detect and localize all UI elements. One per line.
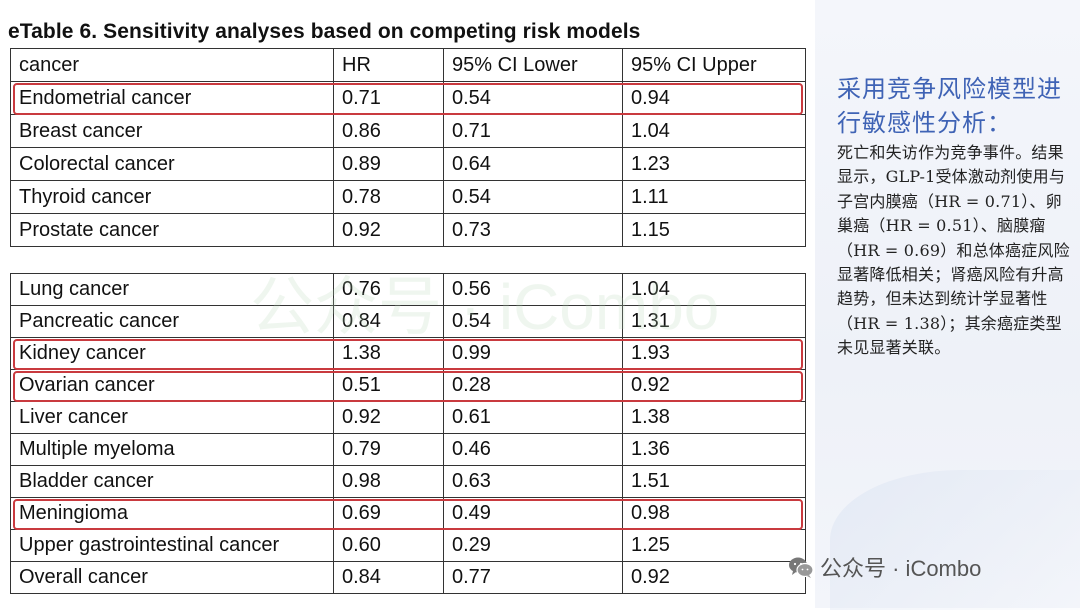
table-cell: Lung cancer — [10, 273, 334, 306]
table-cell: Upper gastrointestinal cancer — [10, 529, 334, 562]
side-heading: 采用竞争风险模型进行敏感性分析： — [837, 75, 1062, 137]
table-cell: 0.49 — [443, 497, 623, 530]
table-cell: Breast cancer — [10, 114, 334, 148]
table-cell: 95% CI Upper — [622, 48, 806, 82]
table-cell: 1.38 — [622, 401, 806, 434]
table-cell: 95% CI Lower — [443, 48, 623, 82]
table-cell: 0.64 — [443, 147, 623, 181]
table-cell: Prostate cancer — [10, 213, 334, 247]
table-row: Bladder cancer 0.98 0.63 1.51 — [10, 465, 806, 498]
table-cell: 1.04 — [622, 273, 806, 306]
table-cell: 0.54 — [443, 81, 623, 115]
table-cell: 0.54 — [443, 305, 623, 338]
table-cell: HR — [333, 48, 444, 82]
table-cell: Overall cancer — [10, 561, 334, 594]
table-row: Kidney cancer 1.38 0.99 1.93 — [10, 337, 806, 370]
table-cell: 0.28 — [443, 369, 623, 402]
table-cell: 0.60 — [333, 529, 444, 562]
table-cell: 0.92 — [622, 369, 806, 402]
table-cell: 0.98 — [622, 497, 806, 530]
table-cell: Kidney cancer — [10, 337, 334, 370]
table-row: Multiple myeloma 0.79 0.46 1.36 — [10, 433, 806, 466]
table-cell: Endometrial cancer — [10, 81, 334, 115]
table-cell: 0.92 — [622, 561, 806, 594]
table-cell: 0.94 — [622, 81, 806, 115]
table-cell: 1.04 — [622, 114, 806, 148]
table-cell: 1.51 — [622, 465, 806, 498]
table-cell: 0.63 — [443, 465, 623, 498]
table-cell: 0.92 — [333, 401, 444, 434]
table-cell: 1.25 — [622, 529, 806, 562]
table-cell: 0.54 — [443, 180, 623, 214]
table-cell: cancer — [10, 48, 334, 82]
footer-watermark: 公众号 · iCombo — [788, 551, 981, 583]
table-cell: 0.76 — [333, 273, 444, 306]
table-cell: Colorectal cancer — [10, 147, 334, 181]
table-cell: 0.92 — [333, 213, 444, 247]
table-cell: 0.46 — [443, 433, 623, 466]
table-cell: Thyroid cancer — [10, 180, 334, 214]
table-cell: 1.11 — [622, 180, 806, 214]
side-body-text: 死亡和失访作为竞争事件。结果显示，GLP-1受体激动剂使用与子宫内膜癌（HR =… — [837, 143, 1070, 358]
table-row: Prostate cancer 0.92 0.73 1.15 — [10, 213, 806, 247]
table-header-row: cancer HR 95% CI Lower 95% CI Upper — [10, 48, 806, 82]
table-cell: 1.15 — [622, 213, 806, 247]
table-cell: 0.98 — [333, 465, 444, 498]
table-cell: 0.61 — [443, 401, 623, 434]
table-cell: 0.71 — [333, 81, 444, 115]
table-cell: Bladder cancer — [10, 465, 334, 498]
table-cell: Pancreatic cancer — [10, 305, 334, 338]
table-row: Upper gastrointestinal cancer 0.60 0.29 1.2… — [10, 529, 806, 562]
table-row: Liver cancer 0.92 0.61 1.38 — [10, 401, 806, 434]
table-row: Pancreatic cancer 0.84 0.54 1.31 — [10, 305, 806, 338]
table-cell: 0.69 — [333, 497, 444, 530]
table-cell: 0.84 — [333, 305, 444, 338]
table-row: Ovarian cancer 0.51 0.28 0.92 — [10, 369, 806, 402]
table-cell: 0.56 — [443, 273, 623, 306]
table-row: Colorectal cancer 0.89 0.64 1.23 — [10, 147, 806, 181]
footer-watermark-text: 公众号 · iCombo — [820, 556, 982, 581]
table-cell: 0.29 — [443, 529, 623, 562]
table-cell: 0.73 — [443, 213, 623, 247]
table-cell: Liver cancer — [10, 401, 334, 434]
table-cell: 1.36 — [622, 433, 806, 466]
table-cell: 0.89 — [333, 147, 444, 181]
results-table-bottom: Lung cancer 0.76 0.56 1.04 Pancreatic cancer… — [10, 273, 806, 594]
results-table-top: cancer HR 95% CI Lower 95% CI Upper Endometr… — [10, 48, 806, 247]
wechat-icon — [789, 557, 814, 578]
table-cell: 0.71 — [443, 114, 623, 148]
page-title: eTable 6. Sensitivity analyses based on … — [8, 20, 641, 43]
table-cell: 1.23 — [622, 147, 806, 181]
table-cell: Meningioma — [10, 497, 334, 530]
table-row: Meningioma 0.69 0.49 0.98 — [10, 497, 806, 530]
table-cell: 0.78 — [333, 180, 444, 214]
decorative-curve — [830, 470, 1080, 610]
table-row: Breast cancer 0.86 0.71 1.04 — [10, 114, 806, 148]
table-cell: Ovarian cancer — [10, 369, 334, 402]
table-cell: 0.99 — [443, 337, 623, 370]
table-cell: 1.93 — [622, 337, 806, 370]
table-cell: 0.77 — [443, 561, 623, 594]
table-cell: Multiple myeloma — [10, 433, 334, 466]
table-row: Lung cancer 0.76 0.56 1.04 — [10, 273, 806, 306]
table-row: Thyroid cancer 0.78 0.54 1.11 — [10, 180, 806, 214]
table-row: Endometrial cancer 0.71 0.54 0.94 — [10, 81, 806, 115]
table-cell: 1.38 — [333, 337, 444, 370]
table-cell: 0.84 — [333, 561, 444, 594]
table-cell: 0.79 — [333, 433, 444, 466]
table-row: Overall cancer 0.84 0.77 0.92 — [10, 561, 806, 594]
table-cell: 0.51 — [333, 369, 444, 402]
table-cell: 1.31 — [622, 305, 806, 338]
table-cell: 0.86 — [333, 114, 444, 148]
